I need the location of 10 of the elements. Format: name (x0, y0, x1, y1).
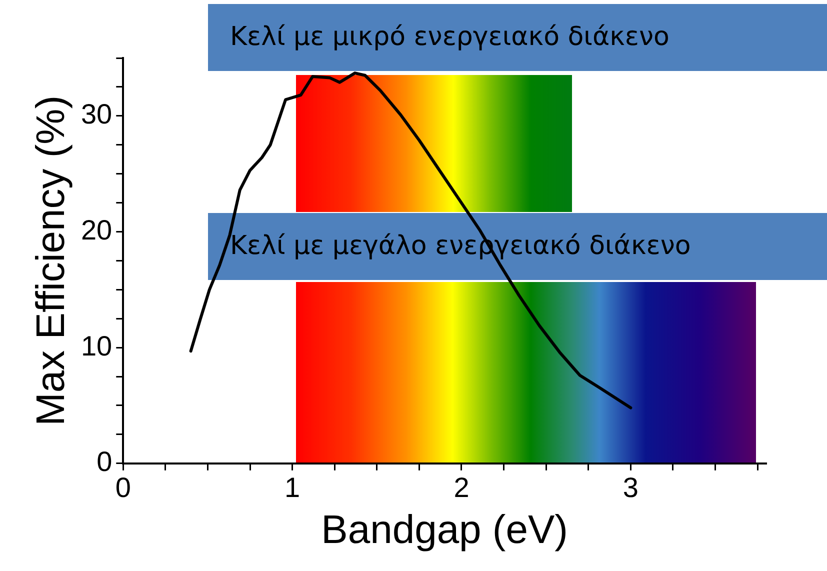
y-tick-label: 30 (80, 98, 112, 130)
x-tick-label: 1 (284, 472, 300, 503)
x-tick-label: 2 (454, 472, 470, 503)
x-tick-label: 3 (622, 472, 638, 503)
y-tick-label: 10 (80, 330, 112, 362)
y-axis-title: Max Efficiency (%) (29, 95, 74, 426)
y-tick-label: 0 (96, 446, 112, 478)
y-tick-label: 20 (80, 214, 112, 246)
x-axis-title: Bandgap (eV) (321, 508, 568, 552)
text: Κελί με μικρό ενεργειακό διάκενο (230, 22, 670, 52)
